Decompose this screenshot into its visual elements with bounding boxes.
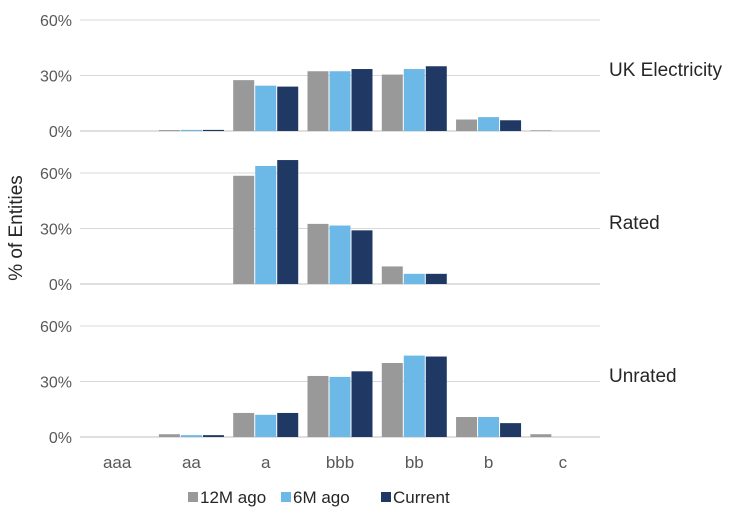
bar-6m-ago-a [255,85,277,131]
x-tick-label: aa [182,453,201,472]
bar-6m-ago-b [478,417,500,437]
bar-6m-ago-a [255,414,277,437]
bar-12m-ago-a [233,412,255,437]
panel-title: Unrated [609,366,677,387]
bar-current-bbb [351,69,373,131]
x-tick-label: aaa [103,453,132,472]
bar-current-b [500,423,522,437]
bar-6m-ago-a [255,165,277,284]
x-tick-label: bbb [326,453,354,472]
bar-12m-ago-b [456,119,478,131]
legend: 12M ago 6M ago Current [188,488,450,507]
bar-12m-ago-bbb [307,375,329,437]
bar-current-a [277,412,299,437]
x-axis: aaa aa a bbb bb b c [103,453,568,472]
legend-entry: Current [393,488,450,507]
y-tick-label: 60% [40,319,72,336]
bar-current-bb [425,66,447,131]
bar-6m-ago-bb [403,355,425,437]
bar-current-a [277,86,299,131]
bar-6m-ago-bbb [329,376,351,437]
panel-rated: 0% 30% 60% Rated [40,160,660,294]
panel-title: Rated [609,213,660,234]
legend-entry: 12M ago [200,488,266,507]
bar-6m-ago-bb [403,69,425,131]
bar-6m-ago-b [478,117,500,131]
bar-current-aa [202,129,224,131]
bar-12m-ago-b [456,417,478,437]
y-tick-label: 0% [49,277,72,294]
bar-12m-ago-a [233,175,255,284]
x-tick-label: c [559,453,568,472]
bar-6m-ago-bbb [329,71,351,131]
y-tick-label: 30% [40,222,72,239]
bar-6m-ago-bbb [329,225,351,284]
y-tick-label: 0% [49,124,72,141]
panel-unrated: 0% 30% 60% Unrated [40,319,677,447]
bar-12m-ago-bb [381,363,403,437]
bar-current-a [277,160,299,284]
bar-6m-ago-aa [180,435,202,437]
y-tick-label: 0% [49,430,72,447]
bar-12m-ago-bbb [307,223,329,284]
y-tick-label: 60% [40,13,72,30]
legend-entry: 6M ago [293,488,350,507]
panel-title: UK Electricity [609,60,722,81]
bar-current-bb [425,356,447,437]
x-tick-label: a [261,453,271,472]
panel-uk-electricity: 0% 30% 60% UK Electricity [40,13,722,141]
y-tick-label: 30% [40,69,72,86]
bar-6m-ago-bb [403,273,425,284]
bar-current-bbb [351,371,373,437]
bar-6m-ago-aa [180,129,202,131]
bar-12m-ago-a [233,80,255,131]
bar-current-aa [202,435,224,437]
bar-current-bb [425,273,447,284]
y-tick-label: 30% [40,375,72,392]
bar-12m-ago-bb [381,266,403,284]
y-axis-label: % of Entities [6,175,27,281]
chart-panels: 0% 30% 60% UK Electricity 0% 30% 60% Rated 0% 30%… [40,13,722,447]
legend-swatch [281,492,291,502]
bar-12m-ago-bbb [307,71,329,131]
bar-current-bbb [351,230,373,284]
y-tick-label: 60% [40,166,72,183]
bar-12m-ago-bb [381,74,403,131]
bar-12m-ago-aa [158,434,180,437]
bar-12m-ago-c [530,434,552,437]
bar-12m-ago-aa [158,130,180,131]
x-tick-label: bb [405,453,424,472]
x-tick-label: b [484,453,493,472]
legend-swatch [188,492,198,502]
legend-swatch [381,492,391,502]
bar-12m-ago-c [530,130,552,131]
bar-current-b [500,120,522,131]
